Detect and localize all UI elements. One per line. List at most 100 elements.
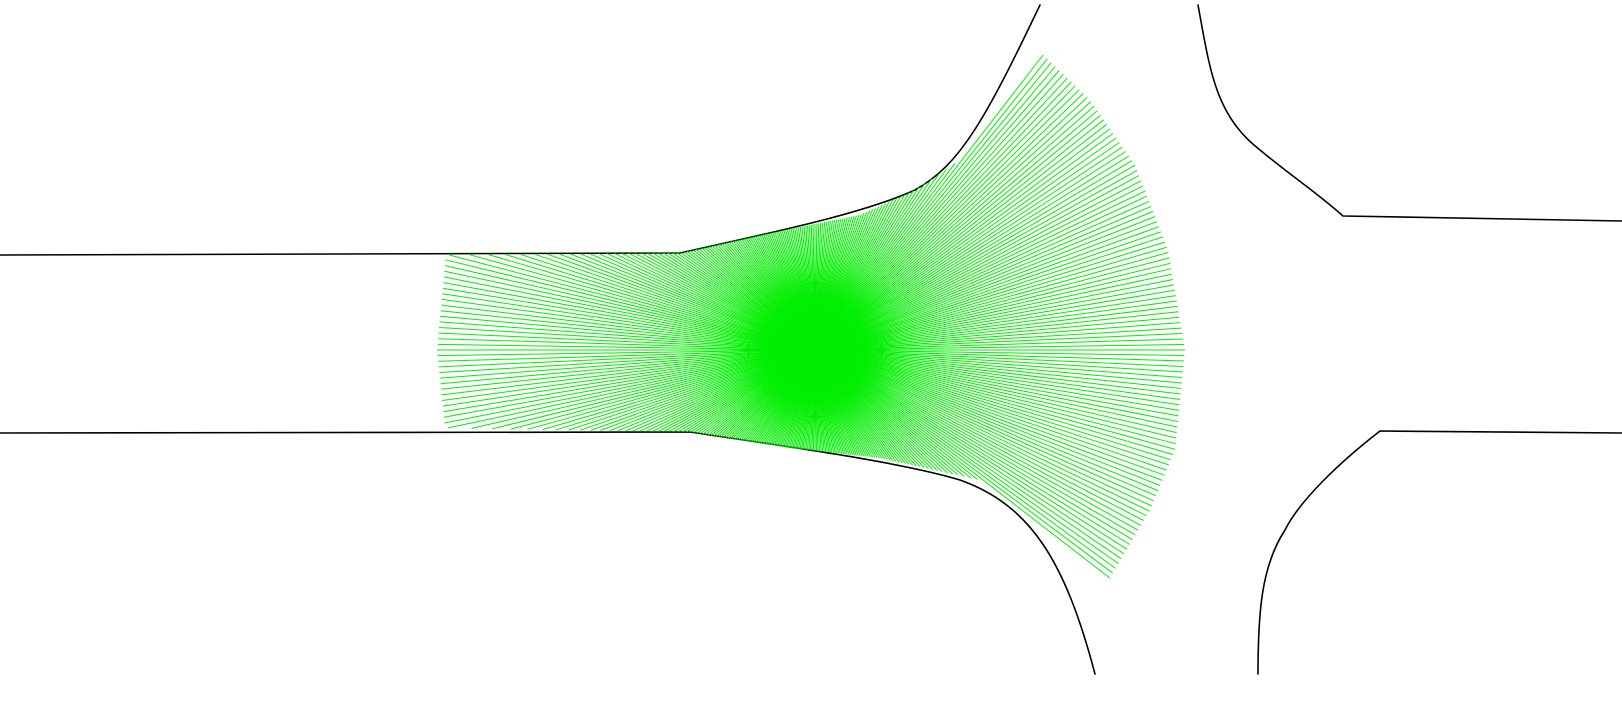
- scan-ray: [814, 349, 1150, 512]
- scan-ray: [814, 246, 1168, 351]
- scan-ray: [814, 349, 1184, 362]
- scan-ray: [814, 73, 1064, 351]
- scan-ray: [814, 190, 1146, 351]
- scan-rays: [437, 54, 1185, 579]
- scan-ray: [814, 349, 1163, 481]
- scan-ray: [814, 333, 1183, 351]
- scan-ray: [814, 216, 1156, 351]
- scan-ray: [814, 180, 1142, 351]
- scan-ray: [814, 349, 1178, 422]
- scan-ray: [814, 349, 1176, 445]
- scan-ray: [520, 253, 816, 351]
- scan-ray: [814, 349, 1130, 545]
- scan-ray: [814, 66, 1056, 351]
- scan-ray: [814, 349, 1155, 502]
- scan-ray: [814, 349, 1176, 450]
- scan-ray: [814, 338, 1184, 351]
- scan-ray: [814, 146, 1123, 351]
- scan-ray: [814, 349, 1174, 456]
- scan-ray: [814, 300, 1177, 351]
- scan-ray: [547, 253, 816, 351]
- scan-ray: [814, 349, 1182, 389]
- scan-ray: [442, 349, 816, 401]
- sensor-origin-cluster: [767, 310, 863, 390]
- scan-ray: [814, 128, 1111, 351]
- scan-ray: [814, 226, 1160, 351]
- scan-ray: [814, 349, 1136, 536]
- scan-ray: [814, 349, 1182, 384]
- scan-ray: [814, 211, 1154, 351]
- scan-ray: [438, 349, 816, 362]
- scan-ray: [814, 105, 1095, 351]
- scan-ray: [814, 349, 1165, 476]
- scan-ray: [444, 265, 816, 351]
- scan-ray: [814, 349, 1139, 531]
- scan-ray: [439, 321, 816, 351]
- scan-ray: [492, 349, 816, 430]
- scan-ray: [814, 349, 1183, 373]
- scan-ray: [814, 349, 1125, 555]
- scan-ray: [814, 58, 1048, 351]
- scan-ray: [438, 338, 816, 351]
- scan-ray: [814, 160, 1133, 351]
- scan-ray: [814, 311, 1179, 351]
- scan-ray: [814, 349, 1161, 486]
- scan-ray: [445, 259, 816, 351]
- scan-ray: [814, 93, 1084, 351]
- scan-ray: [814, 236, 1164, 351]
- scan-ray: [814, 185, 1144, 351]
- scan-ray: [814, 252, 1169, 351]
- road-edge-bottom-right: [1257, 430, 1622, 675]
- scan-ray: [814, 155, 1130, 351]
- scan-ray: [442, 293, 816, 351]
- scan-ray: [814, 54, 1044, 351]
- scan-ray: [814, 349, 1114, 574]
- scan-ray: [814, 349, 1111, 579]
- scan-ray: [814, 322, 1181, 351]
- scan-ray: [437, 349, 816, 357]
- scan-ray: [814, 349, 1178, 428]
- scan-ray: [814, 132, 1114, 351]
- scan-ray: [488, 254, 816, 351]
- scan-ray: [814, 295, 1176, 351]
- scan-ray: [814, 349, 1144, 522]
- scan-ray: [814, 349, 1179, 417]
- scan-ray: [814, 349, 1180, 411]
- scan-ray: [814, 349, 1122, 560]
- scan-ray: [814, 137, 1117, 351]
- scan-ray: [814, 349, 1169, 466]
- scan-ray: [443, 349, 816, 418]
- scan-ray: [814, 349, 1167, 471]
- scan-ray: [438, 349, 816, 368]
- scan-ray: [441, 349, 816, 396]
- scan-ray: [814, 349, 1152, 507]
- scan-ray: [814, 349, 1159, 492]
- scan-ray: [469, 254, 816, 351]
- scan-ray: [814, 164, 1136, 351]
- scan-ray: [814, 89, 1080, 351]
- scan-ray: [814, 349, 1133, 541]
- scan-ray: [814, 349, 1142, 526]
- scan-ray: [440, 310, 816, 351]
- scan-ray: [814, 70, 1060, 351]
- scan-ray: [814, 349, 1177, 439]
- scan-ray: [443, 349, 816, 413]
- scan-ray: [441, 298, 816, 351]
- scan-ray: [440, 349, 816, 390]
- scan-ray: [442, 349, 816, 407]
- scan-ray: [439, 349, 816, 373]
- scan-ray: [814, 327, 1182, 351]
- scan-ray: [449, 254, 816, 351]
- scan-ray: [814, 175, 1140, 351]
- scan-ray: [440, 315, 816, 351]
- scan-ray: [814, 262, 1171, 351]
- scan-ray: [447, 349, 816, 429]
- scan-ray: [444, 270, 816, 351]
- scan-ray: [814, 349, 1183, 378]
- scan-ray: [542, 349, 816, 431]
- scan-ray: [814, 344, 1185, 351]
- scan-ray: [814, 123, 1108, 351]
- scan-ray: [814, 119, 1105, 351]
- scan-ray: [814, 349, 1185, 356]
